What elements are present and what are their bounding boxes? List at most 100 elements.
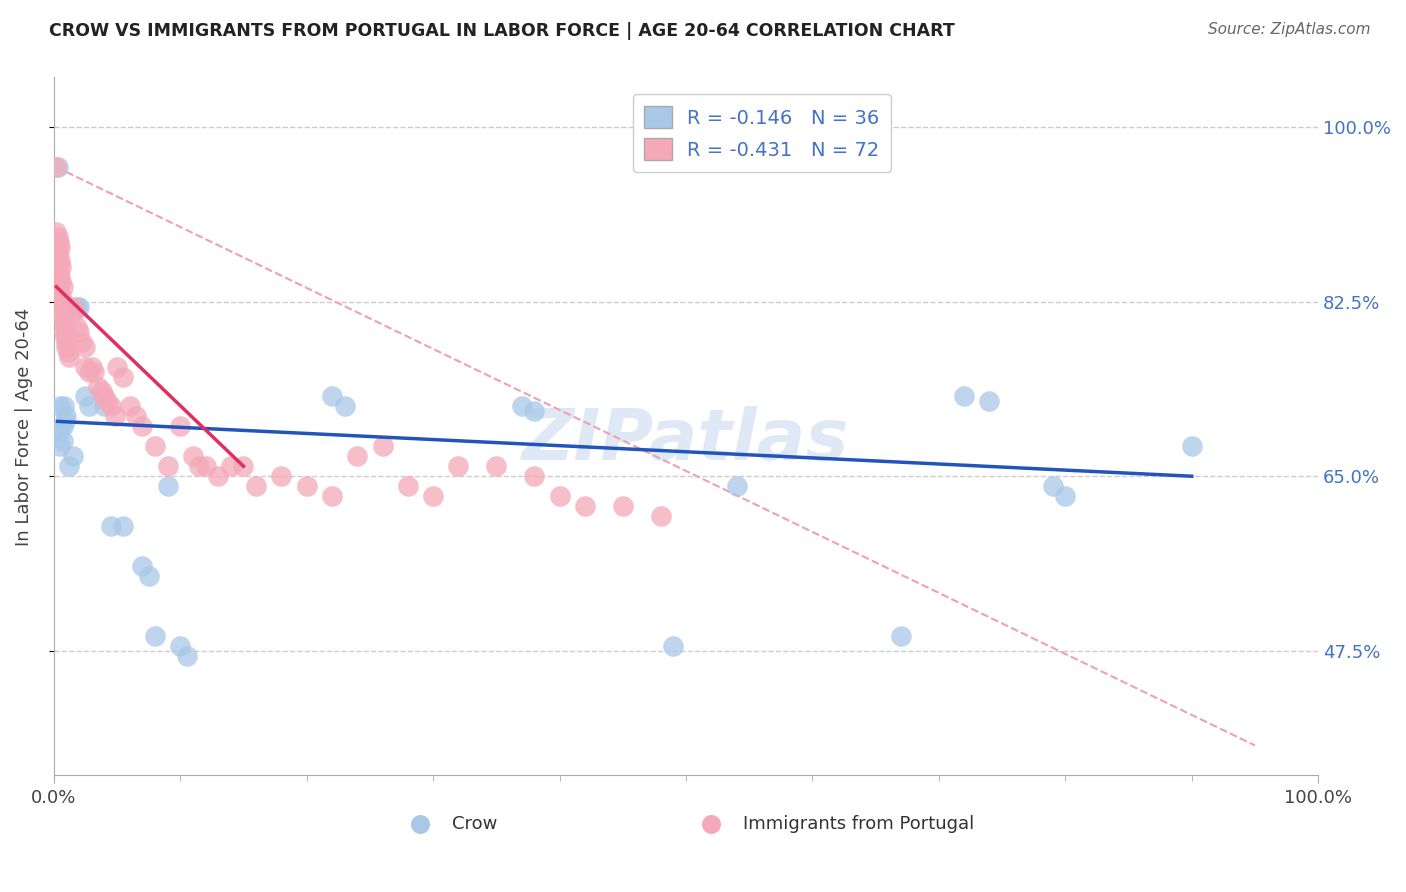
Point (80, 359, 103, 374)
Text: ZIPatlas: ZIPatlas (522, 406, 849, 475)
Point (523, 404, 546, 418)
Point (1042, 479, 1064, 493)
Point (49, 269, 72, 284)
Point (485, 459, 508, 474)
Point (52, 400, 75, 414)
Point (51, 260, 73, 274)
Point (46, 160, 69, 174)
Point (75, 359, 97, 374)
Point (53, 319, 76, 334)
Point (51, 290, 73, 304)
Point (176, 648, 198, 663)
Point (650, 509, 672, 524)
Point (96, 394, 118, 409)
Point (58, 350, 80, 364)
Point (51, 275, 73, 289)
Point (52, 300, 75, 314)
Point (125, 409, 148, 424)
Point (53, 329, 76, 343)
Point (169, 419, 191, 434)
Point (52, 325, 75, 339)
Point (662, 639, 685, 653)
Point (333, 400, 356, 414)
Point (48, 250, 70, 264)
Point (77, 365, 100, 379)
Point (1054, 489, 1077, 503)
Point (143, 629, 166, 643)
Point (321, 489, 343, 503)
Point (52, 310, 75, 324)
Point (270, 469, 292, 483)
Point (65, 319, 87, 334)
Point (83, 365, 105, 379)
Legend: R = -0.146   N = 36, R = -0.431   N = 72: R = -0.146 N = 36, R = -0.431 N = 72 (633, 95, 891, 172)
Point (52, 294, 75, 309)
Point (67, 300, 90, 314)
Point (725, 479, 748, 493)
Point (90, 384, 112, 399)
Point (953, 389, 976, 403)
Point (55, 334, 77, 349)
Point (55, 340, 77, 354)
Text: Crow: Crow (453, 815, 498, 833)
Point (396, 479, 419, 493)
Point (510, 400, 533, 414)
Point (56, 344, 79, 359)
Point (48, 235, 70, 249)
Point (51, 304, 73, 318)
Point (194, 459, 217, 474)
Point (422, 489, 444, 503)
Point (49, 425, 72, 439)
Point (207, 469, 229, 483)
Point (979, 394, 1001, 409)
Point (219, 459, 242, 474)
Point (131, 558, 153, 573)
Point (156, 479, 179, 493)
Point (62, 300, 84, 314)
Point (49, 255, 72, 269)
Text: Source: ZipAtlas.com: Source: ZipAtlas.com (1208, 22, 1371, 37)
Point (523, 469, 546, 483)
Point (55, 409, 77, 424)
Point (45, 225, 67, 239)
Point (138, 569, 160, 583)
Point (447, 459, 470, 474)
Point (548, 489, 571, 503)
Point (58, 459, 80, 474)
Point (574, 499, 596, 513)
Point (52, 434, 75, 449)
Point (188, 459, 211, 474)
Point (612, 499, 634, 513)
Point (49, 400, 72, 414)
Point (118, 400, 141, 414)
Point (93, 400, 115, 414)
Point (143, 439, 166, 453)
Point (346, 450, 368, 464)
Point (131, 419, 153, 434)
Point (371, 439, 394, 453)
Point (100, 519, 122, 533)
Point (46, 244, 69, 259)
Point (890, 629, 912, 643)
Y-axis label: In Labor Force | Age 20-64: In Labor Force | Age 20-64 (15, 307, 32, 546)
Point (112, 369, 135, 384)
Point (112, 519, 135, 533)
Point (48, 265, 70, 279)
Point (46, 230, 69, 244)
Point (75, 340, 97, 354)
Point (181, 450, 204, 464)
Point (103, 409, 125, 424)
Point (62, 450, 84, 464)
Point (1181, 439, 1204, 453)
Text: Immigrants from Portugal: Immigrants from Portugal (742, 815, 974, 833)
Point (53, 414, 76, 428)
Point (169, 639, 191, 653)
Point (52, 315, 75, 329)
Point (77, 400, 100, 414)
Point (87, 379, 110, 393)
Point (93, 389, 115, 403)
Point (321, 389, 343, 403)
Point (67, 325, 90, 339)
Point (232, 459, 254, 474)
Point (100, 400, 122, 414)
